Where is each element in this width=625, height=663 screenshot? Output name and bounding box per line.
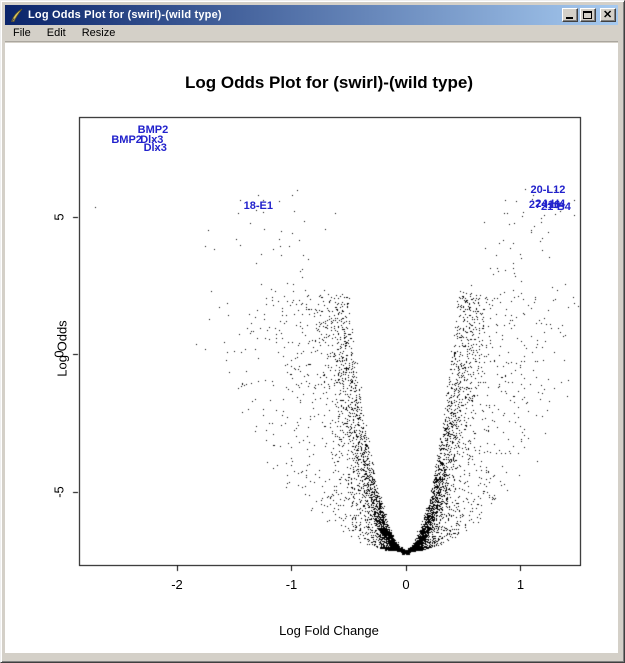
minimize-icon — [566, 17, 573, 19]
menu-bar: File Edit Resize — [5, 25, 618, 42]
window-controls: ✕ — [562, 8, 616, 22]
gene-label: BMP2 — [111, 133, 142, 146]
gene-label: 20-L12 — [530, 184, 566, 197]
gene-label: 21-B4 — [540, 200, 571, 213]
x-tick-label: 0 — [402, 577, 410, 592]
x-tick-label: 1 — [516, 577, 525, 592]
y-axis-label: Log Odds — [54, 320, 70, 377]
y-tick-label: 5 — [51, 212, 67, 221]
gene-label: 27-I16 — [528, 199, 561, 211]
x-tick-label: -2 — [171, 577, 183, 592]
menu-item-file[interactable]: File — [13, 27, 31, 39]
gene-label: Dlx3 — [143, 142, 167, 155]
plot-title: Log Odds Plot for (swirl)-(wild type) — [184, 73, 474, 92]
x-tick-label: -1 — [285, 577, 298, 592]
scatter-plot-canvas — [5, 43, 618, 653]
menu-item-resize[interactable]: Resize — [81, 27, 116, 39]
quill-icon — [9, 8, 24, 23]
y-tick-label: -5 — [51, 485, 67, 498]
close-button[interactable]: ✕ — [600, 8, 616, 22]
plot-device-area: Log Odds Plot for (swirl)-(wild type) Lo… — [5, 43, 618, 653]
gene-label: Dlx3 — [140, 134, 164, 147]
maximize-button[interactable] — [580, 8, 596, 22]
close-icon: ✕ — [603, 9, 613, 21]
menu-item-edit[interactable]: Edit — [46, 27, 66, 39]
maximize-icon — [583, 11, 592, 19]
title-bar[interactable]: Log Odds Plot for (swirl)-(wild type) ✕ — [5, 5, 618, 25]
minimize-button[interactable] — [562, 8, 578, 22]
y-tick-label: 0 — [51, 350, 67, 358]
window-title: Log Odds Plot for (swirl)-(wild type) — [28, 9, 222, 21]
gene-label: 18-E1 — [243, 200, 273, 213]
x-axis-label: Log Fold Change — [279, 623, 379, 638]
gene-label: BMP2 — [137, 123, 169, 136]
gene-label: 24-H4 — [535, 198, 566, 211]
